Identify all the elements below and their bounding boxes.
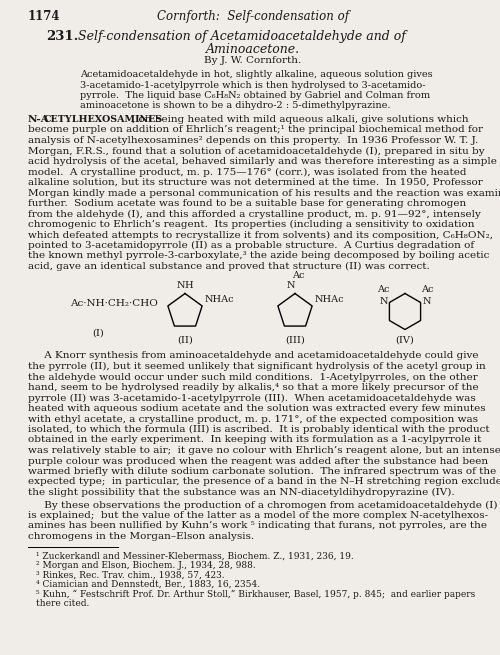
Text: , on being heated with mild aqueous alkali, give solutions which: , on being heated with mild aqueous alka… [132, 115, 468, 124]
Text: analysis of N-acetylhexosamines² depends on this property.  In 1936 Professor W.: analysis of N-acetylhexosamines² depends… [28, 136, 478, 145]
Text: pointed to 3-acetamidopyrrole (II) as a probable structure.  A Curtius degradati: pointed to 3-acetamidopyrrole (II) as a … [28, 241, 474, 250]
Text: heated with aqueous sodium acetate and the solution was extracted every few minu: heated with aqueous sodium acetate and t… [28, 404, 485, 413]
Text: ⁴ Ciamician and Dennstedt, Ber., 1883, 16, 2354.: ⁴ Ciamician and Dennstedt, Ber., 1883, 1… [36, 580, 260, 589]
Text: Ac: Ac [292, 272, 304, 280]
Text: pyrrole (II) was 3-acetamido-1-acetylpyrrole (III).  When acetamidoacetaldehyde : pyrrole (II) was 3-acetamido-1-acetylpyr… [28, 394, 476, 403]
Text: expected type;  in particular, the presence of a band in the N–H stretching regi: expected type; in particular, the presen… [28, 477, 500, 487]
Text: alkaline solution, but its structure was not determined at the time.  In 1950, P: alkaline solution, but its structure was… [28, 178, 483, 187]
Text: 231.: 231. [46, 30, 78, 43]
Text: NHAc: NHAc [205, 295, 234, 305]
Text: Morgan, F.R.S., found that a solution of acetamidoacetaldehyde (I), prepared in : Morgan, F.R.S., found that a solution of… [28, 147, 484, 156]
Text: the pyrrole (II), but it seemed unlikely that significant hydrolysis of the acet: the pyrrole (II), but it seemed unlikely… [28, 362, 486, 371]
Text: become purple on addition of Ehrlich’s reagent;¹ the principal biochemical metho: become purple on addition of Ehrlich’s r… [28, 126, 483, 134]
Text: acid hydrolysis of the acetal, behaved similarly and was therefore interesting a: acid hydrolysis of the acetal, behaved s… [28, 157, 497, 166]
Text: obtained in the early experiment.  In keeping with its formulation as a 1-acylpy: obtained in the early experiment. In kee… [28, 436, 481, 445]
Text: Morgan kindly made a personal communication of his results and the reaction was : Morgan kindly made a personal communicat… [28, 189, 500, 198]
Text: from the aldehyde (I), and this afforded a crystalline product, m. p. 91—92°, in: from the aldehyde (I), and this afforded… [28, 210, 481, 219]
Text: chromogens in the Morgan–Elson analysis.: chromogens in the Morgan–Elson analysis. [28, 532, 254, 541]
Text: Ac: Ac [420, 284, 433, 293]
Text: aminoacetone is shown to be a dihydro-2 : 5-dimethylpyrazine.: aminoacetone is shown to be a dihydro-2 … [80, 102, 390, 111]
Text: By these observations the production of a chromogen from acetamidoacetaldehyde (: By these observations the production of … [28, 500, 498, 510]
Text: N: N [287, 282, 295, 291]
Text: warmed briefly with dilute sodium carbonate solution.  The infrared spectrum was: warmed briefly with dilute sodium carbon… [28, 467, 496, 476]
Text: (III): (III) [285, 335, 305, 345]
Text: purple colour was produced when the reagent was added after the substance had be: purple colour was produced when the reag… [28, 457, 488, 466]
Text: (II): (II) [177, 335, 193, 345]
Text: the aldehyde would occur under such mild conditions.  1-Acetylpyrroles, on the o: the aldehyde would occur under such mild… [28, 373, 478, 381]
Text: ³ Rinkes, Rec. Trav. chim., 1938, 57, 423.: ³ Rinkes, Rec. Trav. chim., 1938, 57, 42… [36, 571, 224, 580]
Text: Aminoacetone.: Aminoacetone. [206, 43, 300, 56]
Text: amines has been nullified by Kuhn’s work ⁵ indicating that furans, not pyrroles,: amines has been nullified by Kuhn’s work… [28, 521, 487, 531]
Text: ⁵ Kuhn, “ Festschrift Prof. Dr. Arthur Stoll,” Birkhauser, Basel, 1957, p. 845; : ⁵ Kuhn, “ Festschrift Prof. Dr. Arthur S… [36, 590, 475, 599]
Text: ² Morgan and Elson, Biochem. J., 1934, 28, 988.: ² Morgan and Elson, Biochem. J., 1934, 2… [36, 561, 256, 570]
Text: which defeated attempts to recrystallize it from solvents) and its composition, : which defeated attempts to recrystallize… [28, 231, 493, 240]
Text: (IV): (IV) [396, 335, 414, 345]
Text: (I): (I) [92, 329, 104, 337]
Text: pyrrole.  The liquid base C₆H₈N₂ obtained by Gabriel and Colman from: pyrrole. The liquid base C₆H₈N₂ obtained… [80, 91, 430, 100]
Text: was relatively stable to air;  it gave no colour with Ehrlich’s reagent alone, b: was relatively stable to air; it gave no… [28, 446, 500, 455]
Text: Ac: Ac [378, 284, 390, 293]
Text: there cited.: there cited. [36, 599, 90, 608]
Text: 3-acetamido-1-acetylpyrrole which is then hydrolysed to 3-acetamido-: 3-acetamido-1-acetylpyrrole which is the… [80, 81, 426, 90]
Text: hand, seem to be hydrolysed readily by alkalis,⁴ so that a more likely precursor: hand, seem to be hydrolysed readily by a… [28, 383, 478, 392]
Text: ¹ Zuckerkandl and Messiner-Klebermass, Biochem. Z., 1931, 236, 19.: ¹ Zuckerkandl and Messiner-Klebermass, B… [36, 552, 354, 561]
Text: N: N [177, 282, 185, 291]
Text: with ethyl acetate, a crystalline product, m. p. 171°, of the expected compositi: with ethyl acetate, a crystalline produc… [28, 415, 478, 424]
Text: Self-condensation of Acetamidoacetaldehyde and of: Self-condensation of Acetamidoacetaldehy… [78, 30, 406, 43]
Text: acid, gave an identical substance and proved that structure (II) was correct.: acid, gave an identical substance and pr… [28, 262, 430, 271]
Text: Ac·NH·CH₂·CHO: Ac·NH·CH₂·CHO [70, 299, 158, 307]
Text: the slight possibility that the substance was an NN-diacetyldihydropyrazine (IV): the slight possibility that the substanc… [28, 488, 454, 497]
Text: further.  Sodium acetate was found to be a suitable base for generating chromoge: further. Sodium acetate was found to be … [28, 199, 466, 208]
Text: N: N [422, 297, 431, 307]
Text: model.  A crystalline product, m. p. 175—176° (corr.), was isolated from the hea: model. A crystalline product, m. p. 175—… [28, 168, 466, 177]
Text: H: H [184, 282, 194, 291]
Text: 1174: 1174 [28, 10, 60, 23]
Text: is explained;  but the value of the latter as a model of the more complex N-acet: is explained; but the value of the latte… [28, 511, 488, 520]
Text: NHAc: NHAc [315, 295, 344, 305]
Text: By J. W. Cornforth.: By J. W. Cornforth. [204, 56, 302, 65]
Text: Acetamidoacetaldehyde in hot, slightly alkaline, aqueous solution gives: Acetamidoacetaldehyde in hot, slightly a… [80, 70, 432, 79]
Text: CETYLHEXOSAMINES: CETYLHEXOSAMINES [44, 115, 163, 124]
Text: the known methyl pyrrole-3-carboxylate,³ the azide being decomposed by boiling a: the known methyl pyrrole-3-carboxylate,³… [28, 252, 489, 261]
Text: Cornforth:  Self-condensation of: Cornforth: Self-condensation of [157, 10, 349, 23]
Text: N-A: N-A [28, 115, 50, 124]
Text: N: N [380, 297, 388, 307]
Text: chromogenic to Ehrlich’s reagent.  Its properties (including a sensitivity to ox: chromogenic to Ehrlich’s reagent. Its pr… [28, 220, 474, 229]
Text: A Knorr synthesis from aminoacetaldehyde and acetamidoacetaldehyde could give: A Knorr synthesis from aminoacetaldehyde… [28, 352, 478, 360]
Text: isolated, to which the formula (III) is ascribed.  It is probably identical with: isolated, to which the formula (III) is … [28, 425, 489, 434]
